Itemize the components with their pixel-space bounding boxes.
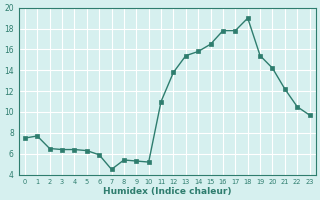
X-axis label: Humidex (Indice chaleur): Humidex (Indice chaleur) xyxy=(103,187,231,196)
